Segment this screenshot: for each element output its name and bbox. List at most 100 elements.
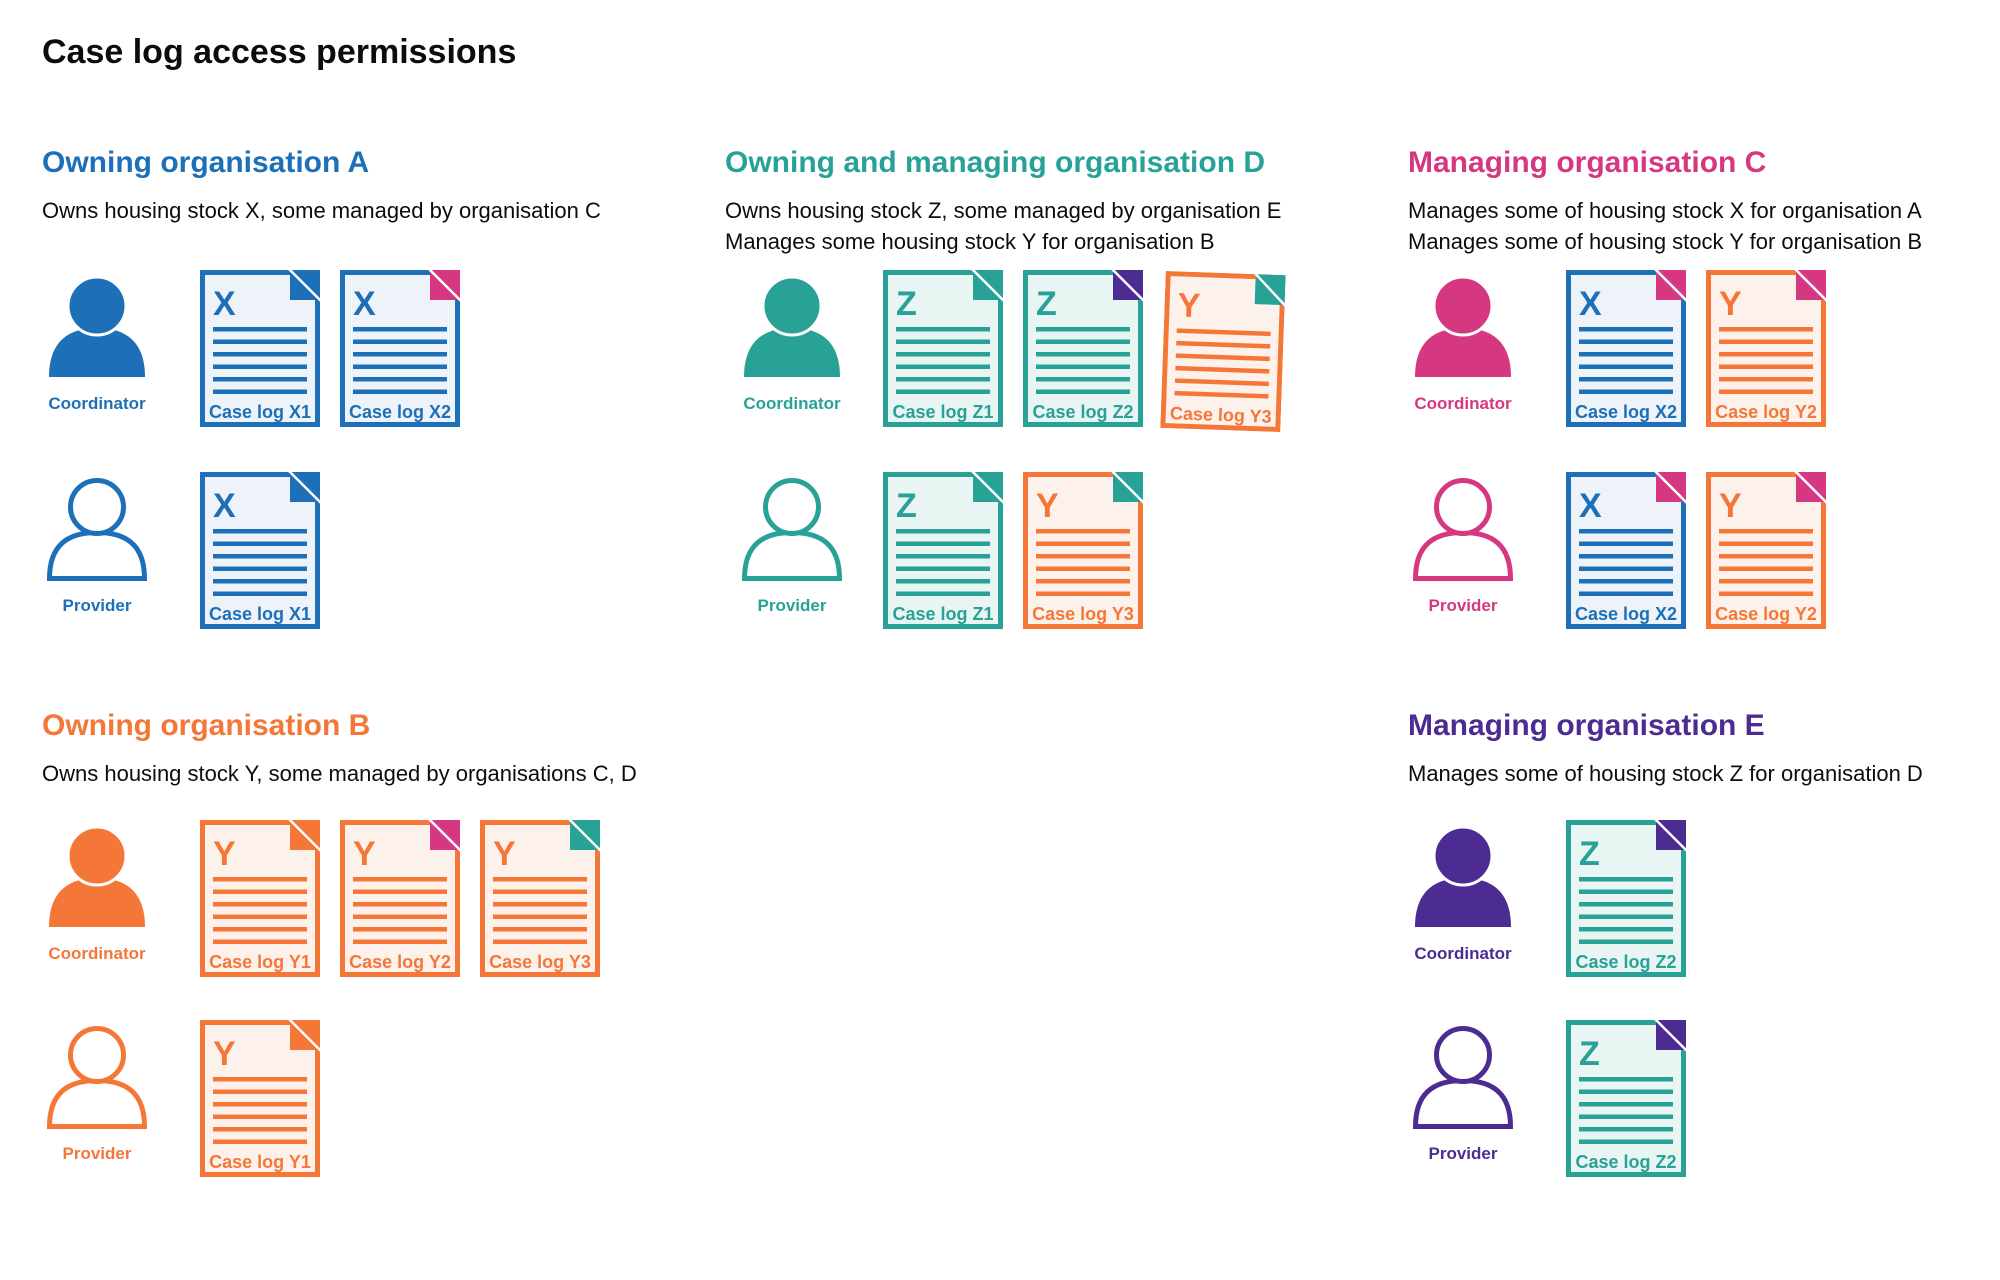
case-log-documents: Z Case log Z1 Z Case log Z2 Y Case log Y3 xyxy=(883,268,1287,433)
org-heading: Managing organisation E xyxy=(1408,709,1765,742)
document-text-line xyxy=(213,566,307,571)
document-text-line xyxy=(213,939,307,944)
person-block: Provider xyxy=(42,1020,152,1180)
document-icon: X Case log X2 xyxy=(340,268,462,427)
person-outline-icon xyxy=(46,478,148,581)
document-text-line xyxy=(213,914,307,919)
document-icon: Y Case log Y1 xyxy=(200,1018,322,1177)
document-text-line xyxy=(1036,339,1130,344)
org-descriptions: Owns housing stock Y, some managed by or… xyxy=(42,758,712,789)
document-text-line xyxy=(1579,1102,1673,1107)
document-text-line xyxy=(493,877,587,882)
document-text-line xyxy=(1579,939,1673,944)
document-icon: Z Case log Z2 xyxy=(1566,818,1688,977)
org-heading: Owning organisation A xyxy=(42,146,370,179)
person-outline-icon xyxy=(46,1026,148,1129)
document-text-line xyxy=(213,1089,307,1094)
document-text-line xyxy=(213,529,307,534)
document-text-line xyxy=(493,902,587,907)
document-text-line xyxy=(1579,877,1673,882)
document-icon: Y Case log Y1 xyxy=(200,818,322,977)
document-text-line xyxy=(1719,389,1813,394)
document-text-line xyxy=(1036,352,1130,357)
document-text-line xyxy=(1719,579,1813,584)
document-text-line xyxy=(353,389,447,394)
case-log-document: Z Case log Z1 xyxy=(883,470,1005,629)
person-filled-icon xyxy=(1415,826,1511,927)
document-text-line xyxy=(1036,377,1130,382)
document-text-line xyxy=(213,1139,307,1144)
case-log-documents: Z Case log Z2 xyxy=(1566,818,1688,980)
case-log-document: X Case log X2 xyxy=(1566,470,1688,629)
case-log-label: Case log Y2 xyxy=(349,952,451,972)
permission-row: Provider Y Case log Y1 xyxy=(42,1018,322,1180)
document-text-line xyxy=(213,591,307,596)
org-description: Owns housing stock X, some managed by or… xyxy=(42,198,601,223)
permission-row: Provider Z Case log Z1 Y Case log Y3 xyxy=(725,470,1145,632)
document-text-line xyxy=(896,529,990,534)
document-text-line xyxy=(213,1102,307,1107)
person-block: Provider xyxy=(1408,1020,1518,1180)
document-text-line xyxy=(213,554,307,559)
person-block: Coordinator xyxy=(1408,270,1518,430)
person-filled-icon xyxy=(49,826,145,927)
case-log-label: Case log Y2 xyxy=(1715,604,1817,624)
document-text-line xyxy=(493,914,587,919)
document-text-line xyxy=(213,902,307,907)
case-log-label: Case log Y3 xyxy=(1170,403,1272,427)
document-text-line xyxy=(1579,914,1673,919)
org-descriptions: Manages some of housing stock X for orga… xyxy=(1408,195,2000,257)
stock-letter: X xyxy=(213,285,236,323)
person-filled-icon xyxy=(49,276,145,377)
case-log-document: Y Case log Y2 xyxy=(1706,470,1828,629)
document-text-line xyxy=(896,591,990,596)
stock-letter: Y xyxy=(1036,487,1059,525)
document-text-line xyxy=(213,927,307,932)
person-filled-icon xyxy=(1415,276,1511,377)
case-log-document: X Case log X1 xyxy=(200,268,322,427)
org-description: Owns housing stock Z, some managed by or… xyxy=(725,198,1282,223)
document-text-line xyxy=(1579,389,1673,394)
document-text-line xyxy=(1036,364,1130,369)
stock-letter: Y xyxy=(493,835,516,873)
person-outline-icon xyxy=(1412,1026,1514,1129)
document-text-line xyxy=(1579,541,1673,546)
document-icon: Z Case log Z1 xyxy=(883,268,1005,427)
document-text-line xyxy=(1579,1139,1673,1144)
case-log-label: Case log Y1 xyxy=(209,952,311,972)
person-block: Provider xyxy=(1408,472,1518,632)
org-description: Manages some housing stock Y for organis… xyxy=(725,229,1215,254)
document-text-line xyxy=(1174,378,1269,387)
document-text-line xyxy=(353,889,447,894)
document-text-line xyxy=(896,327,990,332)
document-text-line xyxy=(353,939,447,944)
stock-letter: Y xyxy=(1719,487,1742,525)
case-log-document: Y Case log Y2 xyxy=(1706,268,1828,427)
case-log-document: X Case log X1 xyxy=(200,470,322,629)
case-log-label: Case log Z1 xyxy=(892,604,993,624)
role-label: Coordinator xyxy=(1414,394,1512,413)
document-icon: Z Case log Z2 xyxy=(1023,268,1145,427)
case-log-documents: Z Case log Z2 xyxy=(1566,1018,1688,1180)
role-label: Coordinator xyxy=(1414,944,1512,963)
document-text-line xyxy=(1579,529,1673,534)
person-outline-icon xyxy=(1412,478,1514,581)
stock-letter: Y xyxy=(213,835,236,873)
document-icon: Y Case log Y2 xyxy=(1706,470,1828,629)
document-text-line xyxy=(1719,364,1813,369)
org-section: Managing organisation E Manages some of … xyxy=(1408,708,2000,1177)
document-icon: X Case log X2 xyxy=(1566,268,1688,427)
case-log-label: Case log Z2 xyxy=(1032,402,1133,422)
org-description: Manages some of housing stock X for orga… xyxy=(1408,198,1922,223)
document-text-line xyxy=(1036,541,1130,546)
org-section: Managing organisation C Manages some of … xyxy=(1408,145,2000,629)
document-text-line xyxy=(213,352,307,357)
case-log-label: Case log Y3 xyxy=(1032,604,1134,624)
role-label: Coordinator xyxy=(48,394,146,413)
document-text-line xyxy=(1579,566,1673,571)
case-log-document: Y Case log Y3 xyxy=(1160,270,1287,433)
document-text-line xyxy=(213,889,307,894)
document-text-line xyxy=(896,377,990,382)
stock-letter: Y xyxy=(1177,286,1201,325)
